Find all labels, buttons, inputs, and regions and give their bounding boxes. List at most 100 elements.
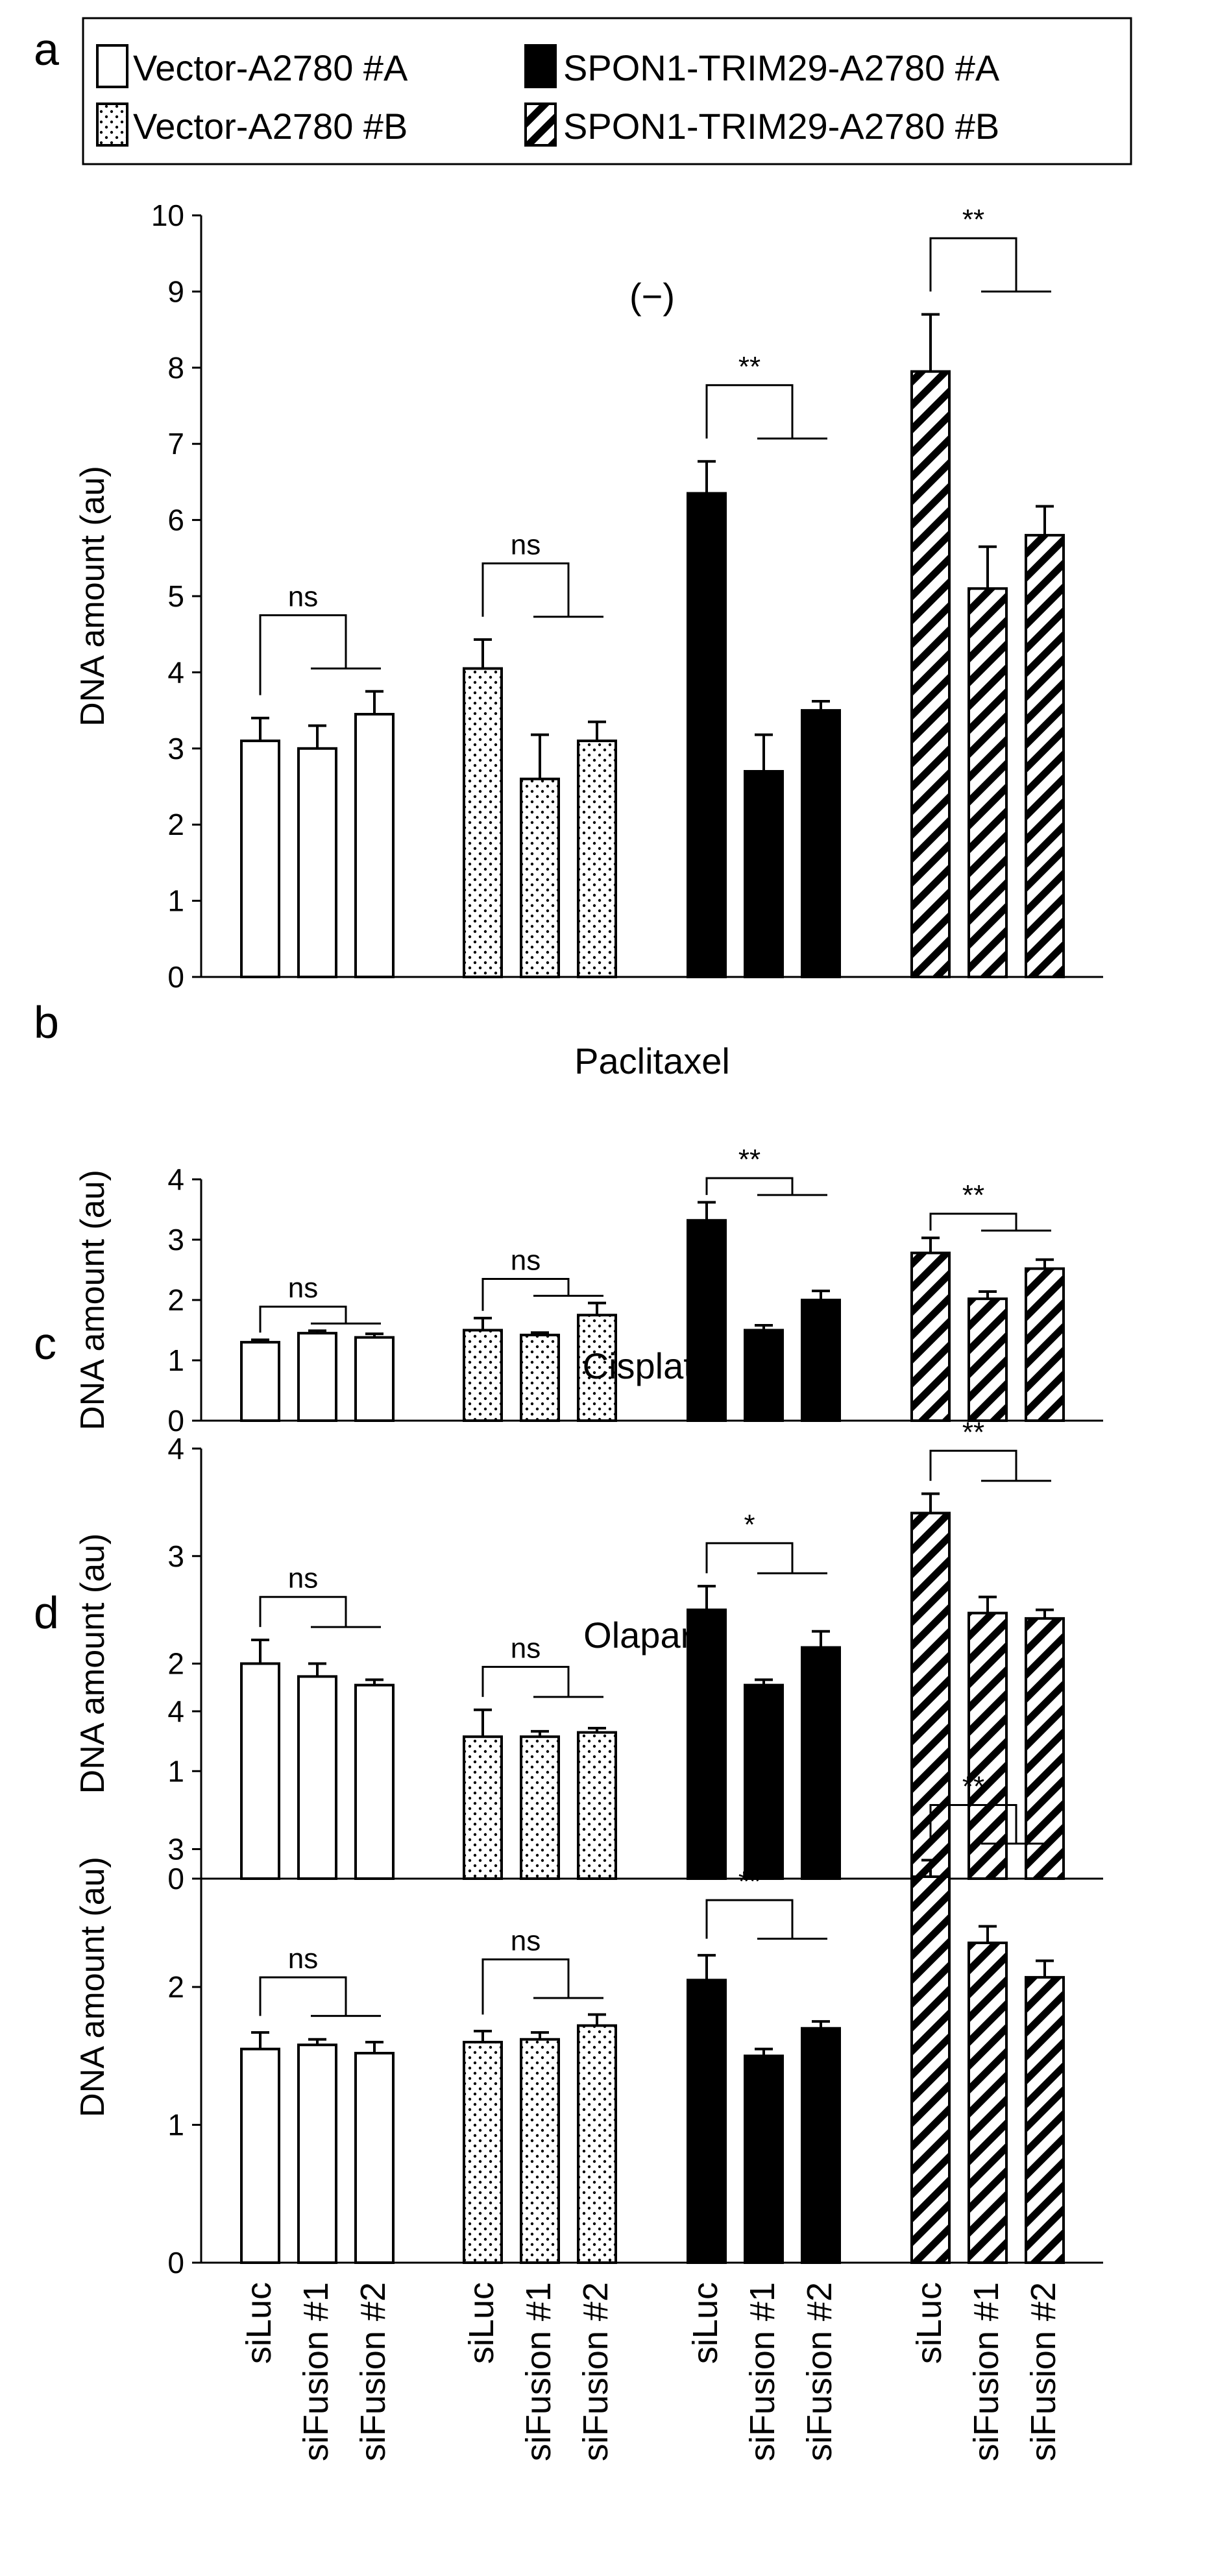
panel-b-bar-spon1-b-1 <box>968 1297 1008 1423</box>
panel-c-title: Cisplatin <box>583 1345 722 1386</box>
panel-a-bar-vector-a-0 <box>240 740 280 979</box>
panel-b-significance-bracket-spon1-b <box>929 1212 1051 1232</box>
panel-b-bar-vector-a-2 <box>354 1336 395 1422</box>
panel-a-title: (−) <box>629 276 675 317</box>
panel-c-significance-bracket-spon1-b <box>929 1449 1051 1482</box>
panel-a-bar-spon1-b-1 <box>968 587 1008 978</box>
panel-d-y-tick-label: 4 <box>167 1694 184 1728</box>
panel-c-significance-vector-b: ns <box>511 1632 541 1664</box>
x-label-spon1-b-0: siLuc <box>910 2282 949 2364</box>
panel-d-significance-spon1-b: ** <box>962 1771 984 1803</box>
panel-c-y-tick-label: 2 <box>167 1647 184 1681</box>
panel-c-significance-vector-a: ns <box>288 1563 318 1595</box>
panel-d-bar-spon1-b-2 <box>1025 1976 1065 2264</box>
panel-d-significance-bracket-spon1-b <box>929 1804 1051 1845</box>
panel-c-y-tick-label: 0 <box>167 1862 184 1896</box>
panel-c-bar-vector-b-1 <box>520 1735 560 1880</box>
x-label-spon1-a-0: siLuc <box>686 2282 725 2364</box>
panel-a-significance-bracket-vector-a <box>259 614 381 695</box>
panel-a-bar-spon1-b-0 <box>910 370 951 978</box>
legend: Vector-A2780 #A Vector-A2780 #B SPON1-TR… <box>82 17 1132 165</box>
x-label-vector-a-1: siFusion #1 <box>297 2282 335 2461</box>
panel-b-significance-spon1-a: ** <box>738 1144 761 1175</box>
panel-c-significance-bracket-spon1-a <box>705 1542 827 1574</box>
x-axis-labels: siLuc siFusion #1 siFusion #2 siLuc siFusion… <box>239 2282 1063 2461</box>
panel-d-bar-vector-b-1 <box>520 2038 560 2264</box>
panel-b-bar-spon1-b-0 <box>910 1251 951 1422</box>
legend-swatch-spon1-b <box>524 102 557 147</box>
legend-swatch-spon1-a <box>524 44 557 88</box>
panel-a-y-axis-title: DNA amount (au) <box>74 466 112 727</box>
panel-b-significance-vector-a: ns <box>288 1272 318 1304</box>
panel-b-title: Paclitaxel <box>574 1041 730 1081</box>
panel-b-bar-vector-b-1 <box>520 1333 560 1422</box>
panel-b: b Paclitaxel 0 1 2 3 4 DNA amount (au) ns ns ** ** <box>34 997 1103 1438</box>
panel-c-bar-spon1-a-1 <box>744 1683 784 1880</box>
panel-a-significance-spon1-b: ** <box>962 204 984 235</box>
panel-a-bar-spon1-a-1 <box>744 770 784 979</box>
panel-a-y-tick-label: 5 <box>167 579 184 613</box>
panel-d-significance-spon1-a: ** <box>738 1866 761 1897</box>
panel-a-bar-vector-b-1 <box>520 777 560 978</box>
panel-d-y-axis-title: DNA amount (au) <box>74 1857 112 2117</box>
panel-a-bar-vector-a-2 <box>354 712 395 978</box>
panel-d-y-tick-label: 0 <box>167 2246 184 2280</box>
panel-b-y-axis-title: DNA amount (au) <box>74 1170 112 1430</box>
panel-d-y-tick-label: 3 <box>167 1833 184 1866</box>
panel-c-bar-vector-b-0 <box>463 1735 503 1880</box>
panel-d-significance-vector-a: ns <box>288 1943 318 1975</box>
panel-b-significance-bracket-vector-a <box>259 1305 381 1333</box>
panel-c-bar-vector-a-1 <box>297 1675 337 1880</box>
panel-a-y-tick-label: 4 <box>167 655 184 689</box>
panel-a-y-tick-label: 6 <box>167 503 184 537</box>
panel-c-bar-spon1-a-2 <box>801 1646 841 1880</box>
panel-c-label: c <box>34 1318 56 1369</box>
legend-frame <box>82 17 1132 165</box>
panel-b-significance-vector-b: ns <box>511 1244 541 1276</box>
panel-b-bar-vector-a-1 <box>297 1332 337 1422</box>
panel-c-significance-bracket-vector-a <box>259 1596 381 1628</box>
panel-d-bar-vector-a-1 <box>297 2043 337 2264</box>
panel-b-y-tick-label: 2 <box>167 1283 184 1317</box>
panel-a-bar-spon1-a-0 <box>687 492 727 978</box>
panel-d-significance-bracket-vector-a <box>259 1976 381 2017</box>
panel-d-title: Olaparib <box>583 1615 721 1655</box>
panel-c-y-axis-title: DNA amount (au) <box>74 1534 112 1794</box>
panel-a-y-tick-label: 3 <box>167 732 184 765</box>
panel-a-y-tick-label: 8 <box>167 351 184 385</box>
panel-b-significance-bracket-vector-b <box>481 1277 603 1311</box>
panel-b-y-tick-label: 3 <box>167 1223 184 1257</box>
panel-d-bar-vector-b-2 <box>577 2024 617 2264</box>
panel-b-bar-vector-b-0 <box>463 1329 503 1422</box>
panel-b-y-tick-label: 1 <box>167 1343 184 1377</box>
panel-c-bar-spon1-b-1 <box>968 1611 1008 1880</box>
panel-b-bar-vector-a-0 <box>240 1341 280 1423</box>
panel-d-bar-vector-a-2 <box>354 2052 395 2264</box>
legend-label-spon1-a: SPON1-TRIM29-A2780 #A <box>563 47 1000 88</box>
panel-b-y-tick-label: 4 <box>167 1162 184 1196</box>
x-label-vector-a-0: siLuc <box>239 2282 278 2364</box>
panel-b-bar-spon1-b-2 <box>1025 1267 1065 1423</box>
panel-c-bar-spon1-b-2 <box>1025 1617 1065 1880</box>
panel-b-label: b <box>34 997 59 1048</box>
panel-b-significance-spon1-b: ** <box>962 1179 984 1211</box>
x-label-spon1-a-2: siFusion #2 <box>800 2282 839 2461</box>
panel-b-bar-vector-b-2 <box>577 1314 617 1422</box>
panel-d: d Olaparib 0 1 2 3 4 DNA amount (au) ns ns ** ** <box>34 1587 1103 2280</box>
panel-b-bar-spon1-a-2 <box>801 1299 841 1422</box>
panel-a-significance-vector-b: ns <box>511 529 541 561</box>
panel-a-bar-spon1-b-2 <box>1025 534 1065 978</box>
panel-c-bar-vector-b-2 <box>577 1731 617 1881</box>
panel-d-bar-spon1-a-1 <box>744 2054 784 2264</box>
panel-a-y-tick-label: 10 <box>151 199 184 232</box>
panel-a-significance-vector-a: ns <box>288 581 318 612</box>
panel-a-y-tick-label: 9 <box>167 274 184 308</box>
panel-d-bar-vector-a-0 <box>240 2047 280 2264</box>
panel-b-bar-spon1-a-0 <box>687 1219 727 1422</box>
panel-c-significance-spon1-b: ** <box>962 1416 984 1448</box>
x-label-spon1-a-1: siFusion #1 <box>743 2282 782 2461</box>
panel-d-significance-vector-b: ns <box>511 1925 541 1957</box>
panel-d-bar-spon1-b-1 <box>968 1942 1008 2264</box>
